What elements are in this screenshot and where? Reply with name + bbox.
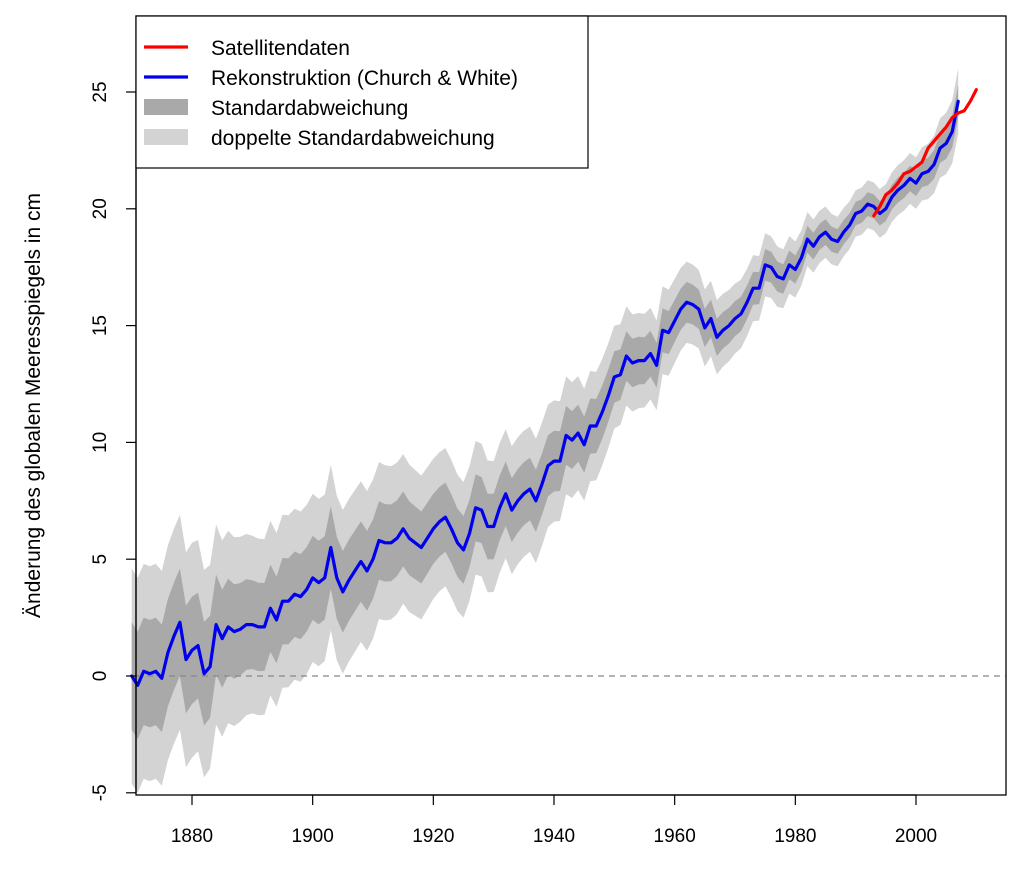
- y-tick-label: 15: [90, 315, 111, 336]
- legend-entry: Standardabweichung: [144, 97, 408, 120]
- band-1sd: [131, 85, 959, 740]
- y-tick-label: 20: [90, 198, 111, 219]
- legend-entry: doppelte Standardabweichung: [144, 127, 495, 150]
- x-tick-label: 2000: [895, 826, 937, 847]
- band-2sd: [131, 68, 959, 793]
- legend-box: [135, 15, 589, 169]
- x-tick-label: 1940: [533, 826, 575, 847]
- y-tick-label: 5: [90, 554, 111, 565]
- legend-entry: Satellitendaten: [144, 37, 350, 60]
- uncertainty-bands: [131, 68, 959, 793]
- legend-entry: Rekonstruktion (Church & White): [144, 67, 518, 90]
- y-tick-label: 10: [90, 432, 111, 453]
- x-axis: 1880 1900 1920 1940 1960 1980 2000: [171, 794, 937, 847]
- x-tick-label: 1960: [654, 826, 696, 847]
- legend-swatch-band: [144, 129, 188, 145]
- y-tick-label: 25: [90, 81, 111, 102]
- y-tick-label: 0: [90, 671, 111, 682]
- legend-label: doppelte Standardabweichung: [211, 127, 495, 150]
- legend-swatch-band: [144, 99, 188, 115]
- series-lines: [130, 88, 978, 687]
- x-tick-label: 1980: [774, 826, 816, 847]
- y-tick-label: -5: [90, 784, 111, 801]
- legend-label: Standardabweichung: [211, 97, 408, 120]
- x-tick-label: 1880: [171, 826, 213, 847]
- y-axis: -5 0 5 10 15 20 25: [90, 81, 137, 801]
- x-tick-label: 1900: [292, 826, 334, 847]
- x-tick-label: 1920: [412, 826, 454, 847]
- series-line-satellite: [872, 88, 978, 218]
- legend-label: Rekonstruktion (Church & White): [211, 67, 518, 90]
- y-axis-title: Änderung des globalen Meeresspiegels in …: [22, 193, 45, 618]
- series-line-reconstruction: [130, 99, 960, 687]
- legend-label: Satellitendaten: [211, 37, 350, 60]
- legend: Satellitendaten Rekonstruktion (Church & …: [135, 15, 589, 169]
